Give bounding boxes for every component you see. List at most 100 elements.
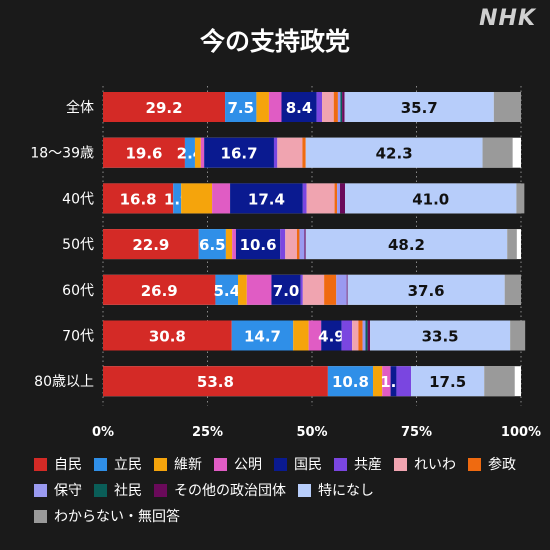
bar-segment <box>346 274 348 305</box>
bar-segment <box>173 183 182 214</box>
row-label: 70代 <box>62 329 94 345</box>
legend-item: わからない・無回答 <box>34 506 180 526</box>
bar-segment <box>103 137 185 168</box>
bar-segment <box>285 229 297 260</box>
data-label: 16.8 <box>120 190 157 208</box>
legend-item: 特になし <box>298 480 374 500</box>
bar-segment <box>344 92 494 122</box>
legend-label: 保守 <box>54 483 82 499</box>
bar-segment <box>302 274 325 305</box>
bar-segment <box>103 229 199 260</box>
legend-label: 公明 <box>234 457 262 473</box>
x-tick-label: 0% <box>92 425 114 440</box>
bar-segment <box>304 229 306 260</box>
bar-segment <box>516 183 525 214</box>
bar-segment <box>271 274 301 305</box>
legend-label: 国民 <box>294 457 322 473</box>
x-tick-label: 75% <box>401 425 432 440</box>
legend-item: 参政 <box>468 454 516 474</box>
bar-segment <box>246 274 272 305</box>
bar-segment <box>235 229 281 260</box>
nhk-logo: NHK <box>479 6 536 31</box>
data-label: 41.0 <box>412 190 449 208</box>
legend-swatch <box>154 483 167 497</box>
bar-segment <box>300 274 303 305</box>
bar-segment <box>507 229 517 260</box>
legend-label: 自民 <box>54 457 82 473</box>
bar-segment <box>367 320 371 351</box>
legend-swatch <box>94 457 107 471</box>
bar-segment <box>302 137 306 168</box>
legend-label: わからない・無回答 <box>54 509 180 525</box>
bar-segment <box>316 92 323 122</box>
legend-item: 自民 <box>34 454 82 474</box>
bar-segment <box>103 366 328 397</box>
bar-segment <box>306 183 335 214</box>
bar-segment <box>484 366 515 397</box>
legend-swatch <box>214 457 227 471</box>
bar-segment <box>345 183 517 214</box>
bar-segment <box>232 229 236 260</box>
row-label: 60代 <box>62 283 94 299</box>
data-label: 48.2 <box>388 236 425 254</box>
x-tick-label: 25% <box>192 425 223 440</box>
data-label: 16.7 <box>221 145 258 163</box>
data-label: 29.2 <box>146 99 183 117</box>
bar-segment <box>273 137 278 168</box>
bar-segment <box>277 137 303 168</box>
legend-swatch <box>334 457 347 471</box>
row-label: 50代 <box>62 237 94 253</box>
bar-segment <box>321 320 342 351</box>
data-label: 22.9 <box>132 236 169 254</box>
chart-legend: 自民 立民 維新 公明 国民 共産 れいわ 参政 保守 社民 その他の政治団体 特になし わからない・無… <box>34 454 534 526</box>
row-label: 18〜39歳 <box>30 146 94 162</box>
legend-item: その他の政治団体 <box>154 480 286 500</box>
bar-segment <box>302 183 307 214</box>
bar-segment <box>482 137 513 168</box>
row-label: 80歳以上 <box>34 374 94 390</box>
legend-swatch <box>34 457 47 471</box>
legend-swatch <box>34 509 47 523</box>
bar-segment <box>225 92 257 122</box>
data-label: 30.8 <box>149 328 186 346</box>
data-label: 35.7 <box>401 99 438 117</box>
bar-segment <box>352 320 359 351</box>
bar-segment <box>238 274 247 305</box>
data-label: 5.4 <box>213 282 240 300</box>
bar-segment <box>342 92 345 122</box>
legend-item: 社民 <box>94 480 142 500</box>
legend-swatch <box>34 483 47 497</box>
data-label: 33.5 <box>422 328 459 346</box>
legend-label: れいわ <box>414 457 456 473</box>
x-tick-label: 50% <box>296 425 327 440</box>
bar-segment <box>324 274 337 305</box>
data-label: 19.6 <box>125 145 162 163</box>
bar-segment <box>510 320 526 351</box>
data-label: 10.6 <box>240 236 277 254</box>
bar-segment <box>390 366 397 397</box>
bar-segment <box>411 366 485 397</box>
data-label: 53.8 <box>197 373 234 391</box>
legend-swatch <box>274 457 287 471</box>
bar-segment <box>305 229 508 260</box>
legend-swatch <box>394 457 407 471</box>
data-label: 10.8 <box>332 373 369 391</box>
bar-segment <box>337 92 341 122</box>
legend-swatch <box>154 457 167 471</box>
bar-segment <box>336 274 347 305</box>
bar-segment <box>504 274 521 305</box>
data-label: 8.4 <box>286 99 313 117</box>
bar-segment <box>103 320 232 351</box>
bar-segment <box>184 137 195 168</box>
bar-segment <box>103 183 174 214</box>
legend-swatch <box>468 457 481 471</box>
data-label: 6.5 <box>199 236 226 254</box>
legend-label: その他の政治団体 <box>174 483 286 499</box>
bar-segment <box>230 183 303 214</box>
bar-segment <box>280 229 286 260</box>
legend-item: 公明 <box>214 454 262 474</box>
legend-label: 特になし <box>318 483 374 499</box>
bar-segment <box>365 320 368 351</box>
legend-item: 共産 <box>334 454 382 474</box>
bar-segment <box>334 183 338 214</box>
